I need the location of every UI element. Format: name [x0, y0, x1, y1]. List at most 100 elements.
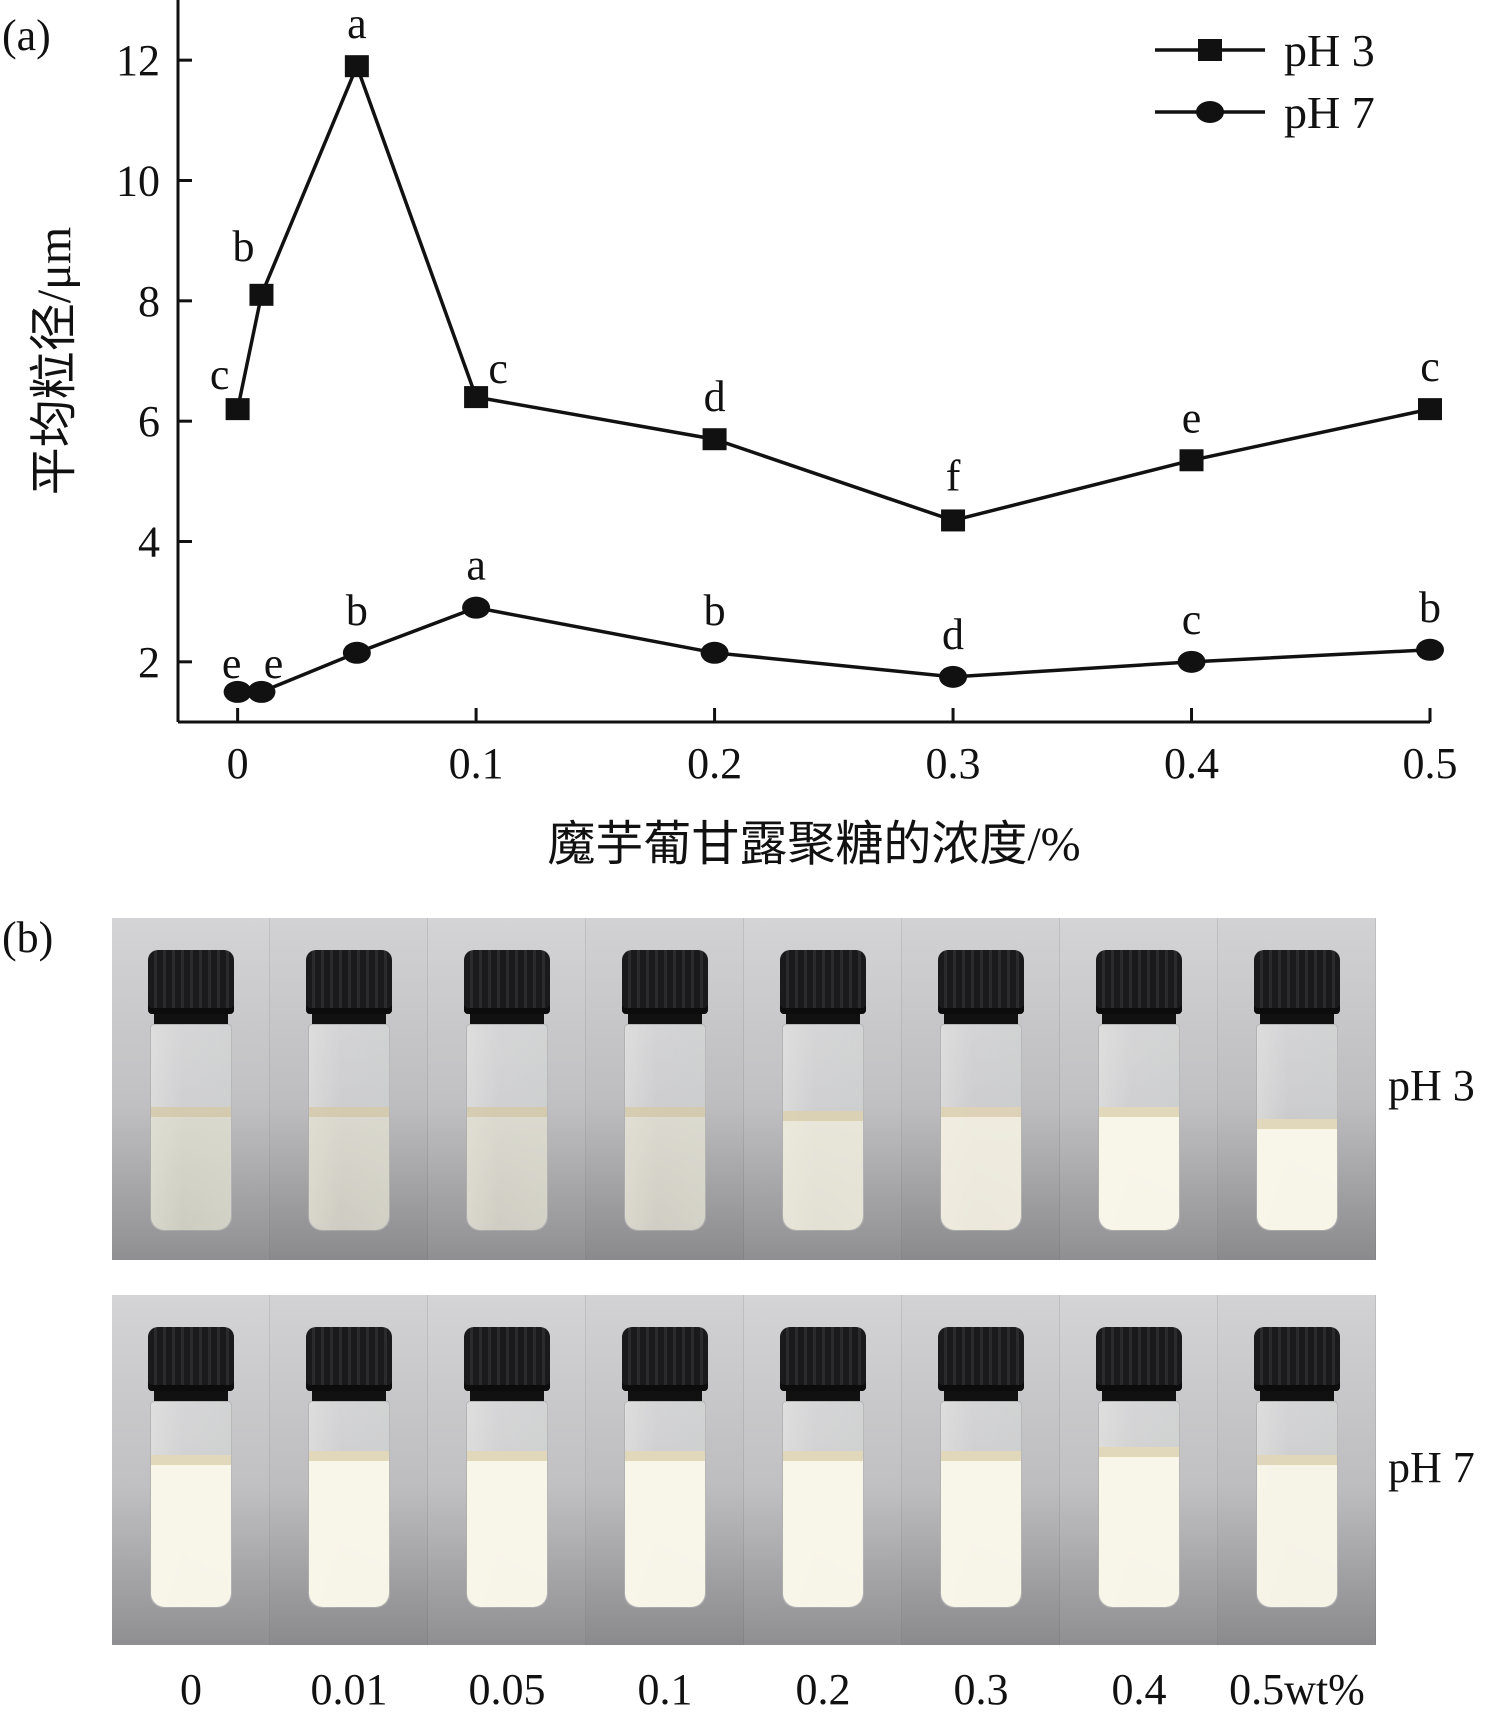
- vial-cap: [463, 1327, 550, 1391]
- data-point-ph7: [1416, 638, 1444, 661]
- y-tick-label: 12: [116, 36, 160, 85]
- vial-glass: [149, 1024, 232, 1231]
- significance-letter: f: [946, 451, 961, 500]
- vial-neck: [1101, 1391, 1176, 1401]
- vial: [147, 950, 234, 1231]
- significance-letter: b: [232, 222, 254, 271]
- concentration-label: 0.1: [637, 1665, 693, 1714]
- vial-liquid: [940, 1451, 1021, 1607]
- significance-letter: a: [466, 541, 486, 590]
- vial-cell: [1060, 1295, 1218, 1645]
- significance-letter: e: [1182, 393, 1202, 442]
- vial: [305, 950, 392, 1231]
- panel-b-label: (b): [2, 913, 54, 962]
- y-tick-label: 10: [116, 157, 160, 206]
- legend-marker-square: [1198, 39, 1222, 61]
- vial-cap: [779, 950, 866, 1014]
- vial: [937, 1327, 1024, 1608]
- concentration-label: 0.5wt%: [1229, 1665, 1365, 1714]
- vial-cell: [902, 918, 1060, 1260]
- vial: [463, 1327, 550, 1608]
- vial: [621, 950, 708, 1231]
- vial-liquid: [466, 1451, 547, 1607]
- x-tick-label: 0.4: [1164, 739, 1219, 788]
- x-tick-label: 0.5: [1403, 739, 1458, 788]
- vial: [463, 950, 550, 1231]
- x-axis-label: 魔芋葡甘露聚糖的浓度/%: [547, 818, 1080, 871]
- vial-cell: [586, 1295, 744, 1645]
- x-tick-label: 0: [227, 739, 249, 788]
- vial-cap: [1095, 950, 1182, 1014]
- vial-neck: [627, 1014, 702, 1024]
- data-point-ph7: [462, 596, 491, 619]
- concentration-label: 0.01: [310, 1665, 388, 1714]
- vial-cell: [586, 918, 744, 1260]
- x-tick-label: 0.3: [926, 739, 981, 788]
- vial-glass: [307, 1401, 390, 1608]
- vial-neck: [627, 1391, 702, 1401]
- significance-letter: e: [222, 639, 242, 688]
- vial-liquid: [150, 1455, 231, 1607]
- vial-liquid: [782, 1111, 863, 1230]
- vial-cell: [1218, 918, 1376, 1260]
- x-tick-label: 0.2: [687, 739, 742, 788]
- data-point-ph7: [223, 680, 252, 703]
- row-label-ph7: pH 7: [1388, 1443, 1475, 1492]
- significance-letter: c: [1420, 342, 1440, 391]
- vial-glass: [1097, 1024, 1180, 1231]
- data-point-ph3: [1179, 449, 1204, 472]
- significance-letter: b: [346, 586, 368, 635]
- particle-size-chart: 2 4 6 8 10 12 0 0.1 0.2 0.3 0.4 0.5 魔芋葡甘露聚糖的浓度/% 平均粒径…: [28, 0, 1458, 871]
- concentration-label: 0: [180, 1665, 202, 1714]
- vial-neck: [311, 1014, 386, 1024]
- data-point-ph7: [247, 680, 276, 703]
- vial-glass: [1255, 1401, 1338, 1608]
- vial-cap: [779, 1327, 866, 1391]
- vial-cell: [112, 918, 270, 1260]
- vial-cell: [744, 918, 902, 1260]
- vial-cell: [902, 1295, 1060, 1645]
- vial: [1253, 1327, 1340, 1608]
- data-point-ph3: [464, 386, 489, 409]
- vial-neck: [1101, 1014, 1176, 1024]
- vial-cap: [937, 950, 1024, 1014]
- legend-label: pH 3: [1284, 25, 1375, 76]
- row-label-ph3: pH 3: [1388, 1061, 1475, 1110]
- vial-liquid: [150, 1107, 231, 1230]
- vial-neck: [1259, 1014, 1334, 1024]
- series-line-2: [237, 605, 1431, 694]
- vial-liquid: [624, 1107, 705, 1230]
- vial-liquid: [308, 1451, 389, 1607]
- data-point-ph7: [342, 641, 371, 664]
- vial-neck: [153, 1391, 228, 1401]
- significance-letter: b: [1419, 583, 1441, 632]
- significance-letter: a: [347, 0, 367, 48]
- vial-glass: [465, 1401, 548, 1608]
- vial-glass: [465, 1024, 548, 1231]
- concentration-label: 0.05: [468, 1665, 546, 1714]
- vial: [305, 1327, 392, 1608]
- vial: [779, 1327, 866, 1608]
- data-point-ph7: [1177, 650, 1206, 673]
- vial-glass: [781, 1024, 864, 1231]
- vial: [937, 950, 1024, 1231]
- data-point-ph3: [941, 509, 966, 532]
- vial-neck: [469, 1014, 544, 1024]
- vial-liquid: [1256, 1455, 1337, 1607]
- significance-letter: b: [704, 586, 726, 635]
- concentration-label: 0.4: [1111, 1665, 1167, 1714]
- vial-cap: [147, 1327, 234, 1391]
- significance-letter: c: [210, 350, 230, 399]
- significance-letter: c: [488, 344, 508, 393]
- vial-glass: [781, 1401, 864, 1608]
- vial-liquid: [466, 1107, 547, 1230]
- significance-letter: d: [942, 610, 964, 659]
- y-tick-label: 2: [138, 638, 160, 687]
- vial-neck: [469, 1391, 544, 1401]
- legend-marker-circle: [1196, 101, 1224, 123]
- vial-glass: [1097, 1401, 1180, 1608]
- vial-liquid: [1256, 1119, 1337, 1230]
- vial-glass: [623, 1401, 706, 1608]
- data-point-ph3: [344, 55, 369, 78]
- vial-liquid: [940, 1107, 1021, 1230]
